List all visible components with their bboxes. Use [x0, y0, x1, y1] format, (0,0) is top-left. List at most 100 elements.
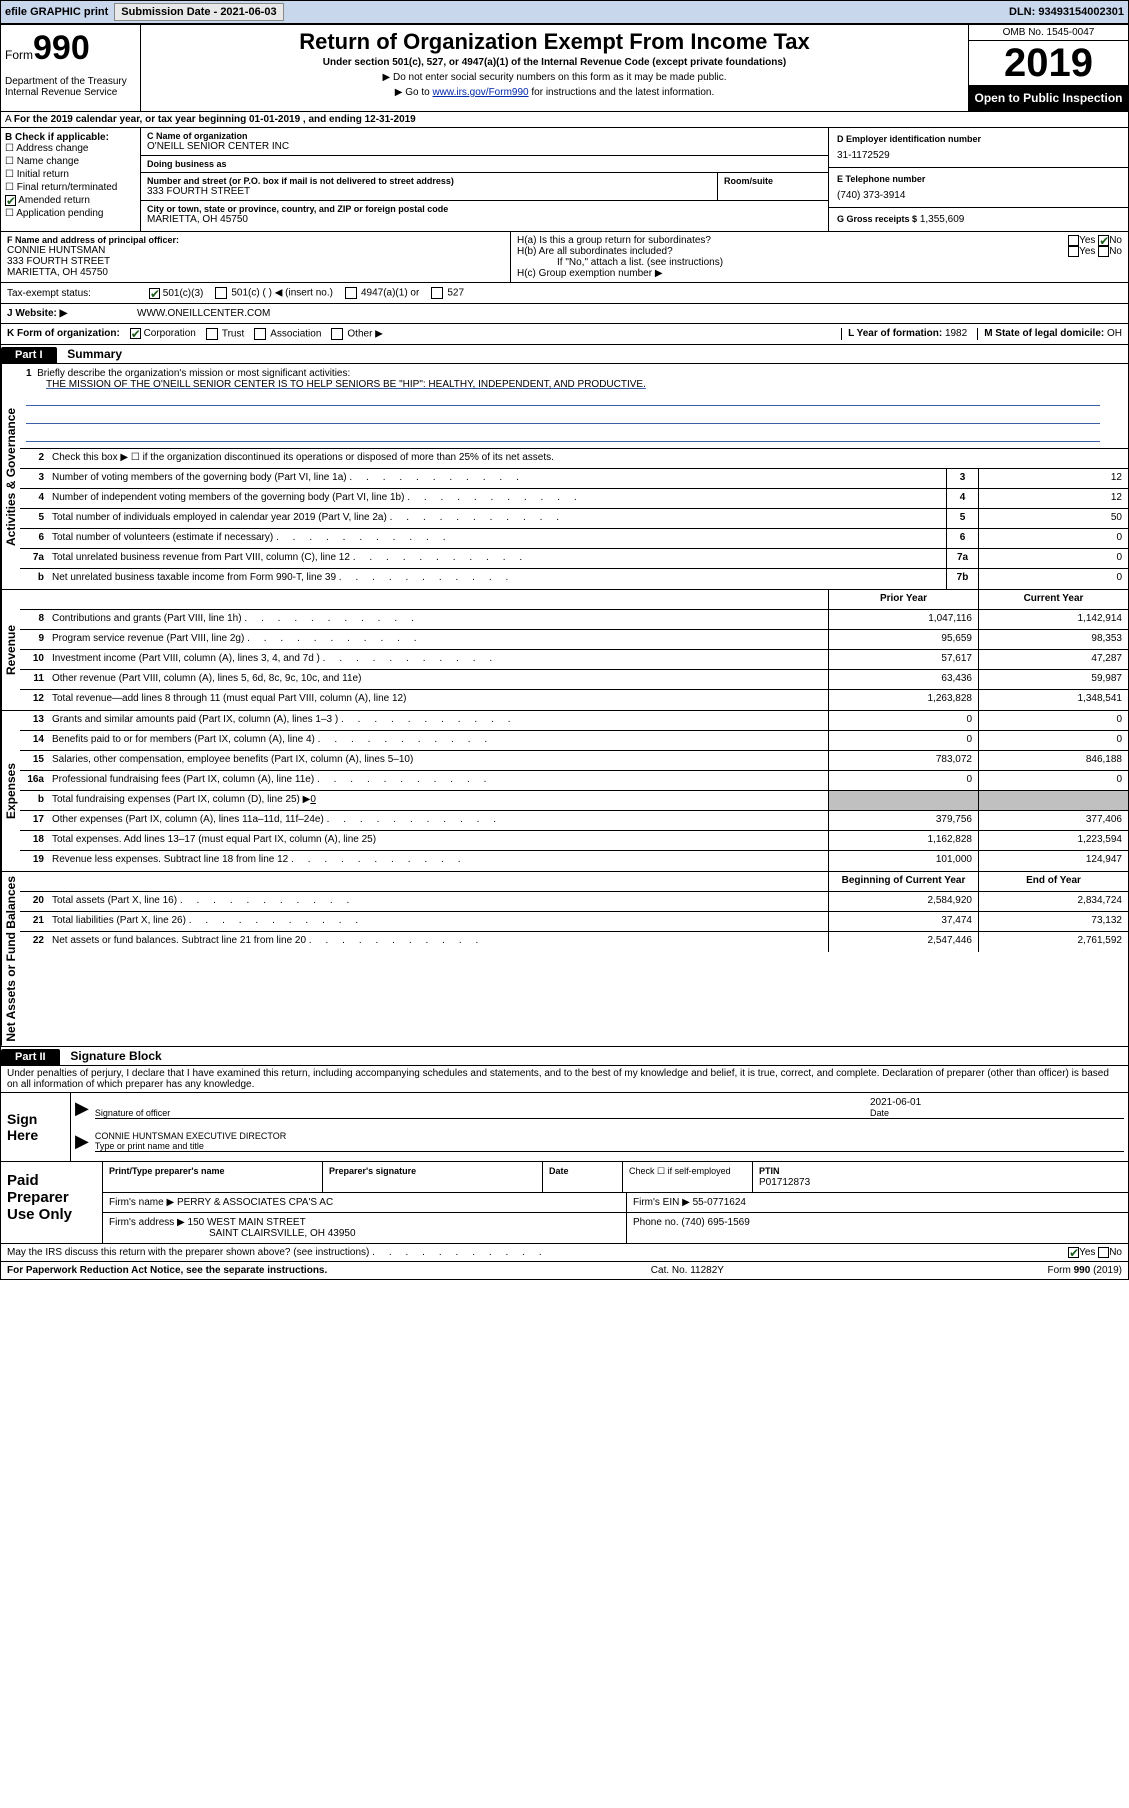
- discuss-yesno[interactable]: Yes No: [1062, 1244, 1128, 1261]
- perjury-text: Under penalties of perjury, I declare th…: [0, 1066, 1129, 1093]
- k-label: K Form of organization:: [7, 328, 120, 340]
- prior-year-hdr: Prior Year: [828, 590, 978, 609]
- l11p: 63,436: [828, 670, 978, 689]
- l14c: 0: [978, 731, 1128, 750]
- initial-return-cb[interactable]: ☐ Initial return: [5, 169, 136, 180]
- expenses-block: Expenses 13Grants and similar amounts pa…: [0, 711, 1129, 872]
- paid-preparer-label: Paid Preparer Use Only: [1, 1162, 103, 1243]
- form-number: Form990: [5, 29, 136, 68]
- k-trust[interactable]: Trust: [206, 328, 244, 340]
- l9: Program service revenue (Part VIII, line…: [48, 630, 828, 649]
- l19p: 101,000: [828, 851, 978, 871]
- m-cell: M State of legal domicile: OH: [977, 328, 1122, 340]
- gross-value: 1,355,609: [920, 214, 965, 225]
- app-pending-cb[interactable]: ☐ Application pending: [5, 208, 136, 219]
- tax-year: 2019: [969, 41, 1128, 85]
- l13p: 0: [828, 711, 978, 730]
- l20: Total assets (Part X, line 16): [48, 892, 828, 911]
- l22c: 2,761,592: [978, 932, 1128, 952]
- identity-section: B Check if applicable: ☐ Address change …: [0, 128, 1129, 232]
- k-corp[interactable]: Corporation: [130, 328, 196, 340]
- l7b: Net unrelated business taxable income fr…: [48, 569, 946, 589]
- firm-addr2: SAINT CLAIRSVILLE, OH 43950: [209, 1228, 356, 1239]
- l9c: 98,353: [978, 630, 1128, 649]
- omb-number: OMB No. 1545-0047: [969, 25, 1128, 41]
- end-year-hdr: End of Year: [978, 872, 1128, 891]
- l19: Revenue less expenses. Subtract line 18 …: [48, 851, 828, 871]
- amended-return-cb[interactable]: Amended return: [5, 195, 136, 206]
- k-other[interactable]: Other ▶: [331, 328, 382, 340]
- te-501c3[interactable]: 501(c)(3): [149, 288, 203, 299]
- l18c: 1,223,594: [978, 831, 1128, 850]
- l13: Grants and similar amounts paid (Part IX…: [48, 711, 828, 730]
- footer-left: For Paperwork Reduction Act Notice, see …: [7, 1265, 327, 1276]
- k-assoc[interactable]: Association: [254, 328, 321, 340]
- phone-value: (740) 373-3914: [837, 190, 1120, 201]
- revenue-block: Revenue Prior YearCurrent Year 8Contribu…: [0, 590, 1129, 711]
- form-subtitle: Under section 501(c), 527, or 4947(a)(1)…: [145, 57, 964, 68]
- room-label: Room/suite: [724, 176, 822, 186]
- governance-block: Activities & Governance 1 Briefly descri…: [0, 364, 1129, 590]
- form-title: Return of Organization Exempt From Incom…: [145, 29, 964, 55]
- l8: Contributions and grants (Part VIII, lin…: [48, 610, 828, 629]
- discuss-row: May the IRS discuss this return with the…: [0, 1244, 1129, 1262]
- l16b: Total fundraising expenses (Part IX, col…: [48, 791, 828, 810]
- l4-val: 12: [978, 489, 1128, 508]
- l17p: 379,756: [828, 811, 978, 830]
- current-year-hdr: Current Year: [978, 590, 1128, 609]
- ptin-lbl: PTIN: [759, 1166, 780, 1176]
- sign-here-block: Sign Here ▶ Signature of officer 2021-06…: [0, 1093, 1129, 1162]
- klm-row: K Form of organization: Corporation Trus…: [0, 324, 1129, 345]
- l6-val: 0: [978, 529, 1128, 548]
- hc-label: H(c) Group exemption number ▶: [517, 268, 1122, 279]
- sig-name-field: CONNIE HUNTSMAN EXECUTIVE DIRECTOR Type …: [95, 1121, 1124, 1152]
- officer-group-row: F Name and address of principal officer:…: [0, 232, 1129, 283]
- te-527[interactable]: 527: [431, 287, 464, 299]
- submission-date-button[interactable]: Submission Date - 2021-06-03: [114, 3, 283, 21]
- l10p: 57,617: [828, 650, 978, 669]
- part-i-header: Part I Summary: [0, 345, 1129, 364]
- l18p: 1,162,828: [828, 831, 978, 850]
- l16b-shaded1: [828, 791, 978, 810]
- hb-yesno[interactable]: Yes No: [1068, 246, 1122, 257]
- ha-yesno[interactable]: Yes No: [1068, 235, 1122, 246]
- paid-preparer-block: Paid Preparer Use Only Print/Type prepar…: [0, 1162, 1129, 1244]
- firm-ein: 55-0771624: [693, 1197, 746, 1208]
- te-label: Tax-exempt status:: [7, 288, 137, 299]
- firm-name-lbl: Firm's name ▶: [109, 1197, 174, 1208]
- part-i-title: Summary: [59, 345, 130, 363]
- prep-sig-lbl: Preparer's signature: [329, 1166, 416, 1176]
- form-990: 990: [33, 29, 90, 67]
- c-name-label: C Name of organization: [147, 131, 822, 141]
- address-change-cb[interactable]: ☐ Address change: [5, 143, 136, 154]
- l11: Other revenue (Part VIII, column (A), li…: [48, 670, 828, 689]
- l21p: 37,474: [828, 912, 978, 931]
- l16a: Professional fundraising fees (Part IX, …: [48, 771, 828, 790]
- col-b-checkboxes: B Check if applicable: ☐ Address change …: [1, 128, 141, 231]
- expenses-vert-label: Expenses: [1, 711, 20, 871]
- open-to-public: Open to Public Inspection: [969, 85, 1128, 111]
- firm-addr1: 150 WEST MAIN STREET: [188, 1217, 306, 1228]
- firm-ein-lbl: Firm's EIN ▶: [633, 1197, 690, 1208]
- instruction-line-1: ▶ Do not enter social security numbers o…: [145, 72, 964, 83]
- part-ii-tag: Part II: [1, 1049, 60, 1065]
- f-label: F Name and address of principal officer:: [7, 235, 504, 245]
- hb-note: If "No," attach a list. (see instruction…: [517, 257, 1122, 268]
- l15: Salaries, other compensation, employee b…: [48, 751, 828, 770]
- org-name: O'NEILL SENIOR CENTER INC: [147, 141, 822, 152]
- te-4947[interactable]: 4947(a)(1) or: [345, 287, 419, 299]
- name-change-cb[interactable]: ☐ Name change: [5, 156, 136, 167]
- line-a-text: For the 2019 calendar year, or tax year …: [14, 114, 416, 125]
- prep-print-lbl: Print/Type preparer's name: [109, 1166, 225, 1176]
- l12: Total revenue—add lines 8 through 11 (mu…: [48, 690, 828, 710]
- netassets-vert-label: Net Assets or Fund Balances: [1, 872, 20, 1046]
- l12c: 1,348,541: [978, 690, 1128, 710]
- section-h: H(a) Is this a group return for subordin…: [511, 232, 1128, 282]
- sig-officer-field[interactable]: Signature of officer: [95, 1098, 864, 1119]
- te-501c[interactable]: 501(c) ( ) ◀ (insert no.): [215, 287, 333, 299]
- final-return-cb[interactable]: ☐ Final return/terminated: [5, 182, 136, 193]
- form990-link[interactable]: www.irs.gov/Form990: [432, 87, 528, 98]
- hb-label: H(b) Are all subordinates included?: [517, 246, 673, 257]
- prep-check-lbl[interactable]: Check ☐ if self-employed: [623, 1162, 753, 1192]
- l20p: 2,584,920: [828, 892, 978, 911]
